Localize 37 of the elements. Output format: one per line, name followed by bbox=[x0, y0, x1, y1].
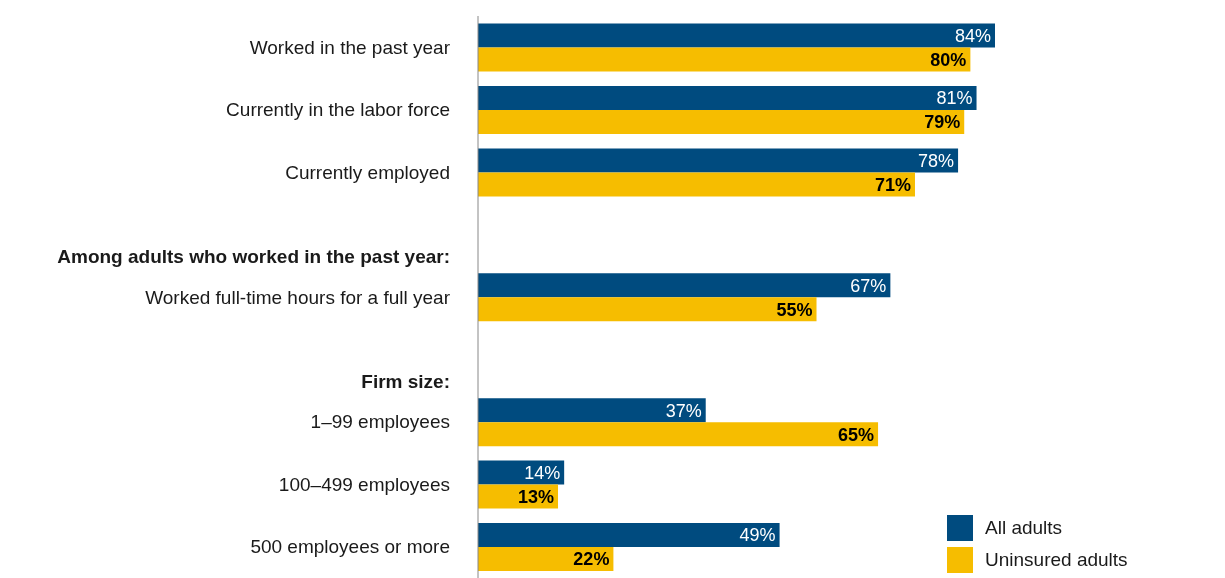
bar bbox=[478, 148, 959, 173]
bar bbox=[478, 109, 965, 134]
y-tick-label: Worked full-time hours for a full year bbox=[145, 286, 451, 308]
bar bbox=[478, 273, 891, 298]
y-tick-label: 100–499 employees bbox=[278, 473, 450, 495]
data-label: 22% bbox=[573, 549, 610, 570]
data-label: 37% bbox=[665, 400, 702, 421]
data-label: 78% bbox=[918, 150, 955, 171]
y-tick-label: Currently in the labor force bbox=[226, 99, 450, 121]
text: Firm size: bbox=[361, 370, 450, 392]
data-label: 79% bbox=[924, 112, 961, 133]
data-label: 84% bbox=[954, 25, 991, 46]
bar bbox=[478, 523, 780, 548]
y-tick-label: 500 employees or more bbox=[250, 536, 450, 558]
bar bbox=[478, 422, 879, 447]
data-label: 67% bbox=[850, 275, 887, 296]
legend-label: All adults bbox=[985, 517, 1063, 539]
y-tick-label: Currently employed bbox=[285, 161, 450, 183]
bar bbox=[478, 47, 971, 72]
data-label: 13% bbox=[517, 486, 555, 507]
bar bbox=[478, 547, 614, 572]
data-label: 80% bbox=[930, 49, 967, 70]
data-label: 81% bbox=[936, 88, 973, 109]
y-tick-label: Worked in the past year bbox=[249, 36, 451, 58]
bar bbox=[478, 85, 977, 110]
bar bbox=[478, 23, 995, 48]
data-label: 65% bbox=[838, 424, 875, 445]
data-label: 49% bbox=[739, 525, 776, 546]
bar bbox=[478, 172, 915, 197]
data-label: 14% bbox=[524, 462, 561, 483]
legend-label: Uninsured adults bbox=[985, 549, 1128, 571]
text: Among adults who worked in the past year: bbox=[57, 246, 450, 268]
data-label: 71% bbox=[874, 174, 911, 195]
data-label: 55% bbox=[776, 299, 813, 320]
y-tick-label: 1–99 employees bbox=[310, 411, 450, 433]
bar bbox=[478, 297, 817, 322]
bar bbox=[478, 398, 706, 423]
